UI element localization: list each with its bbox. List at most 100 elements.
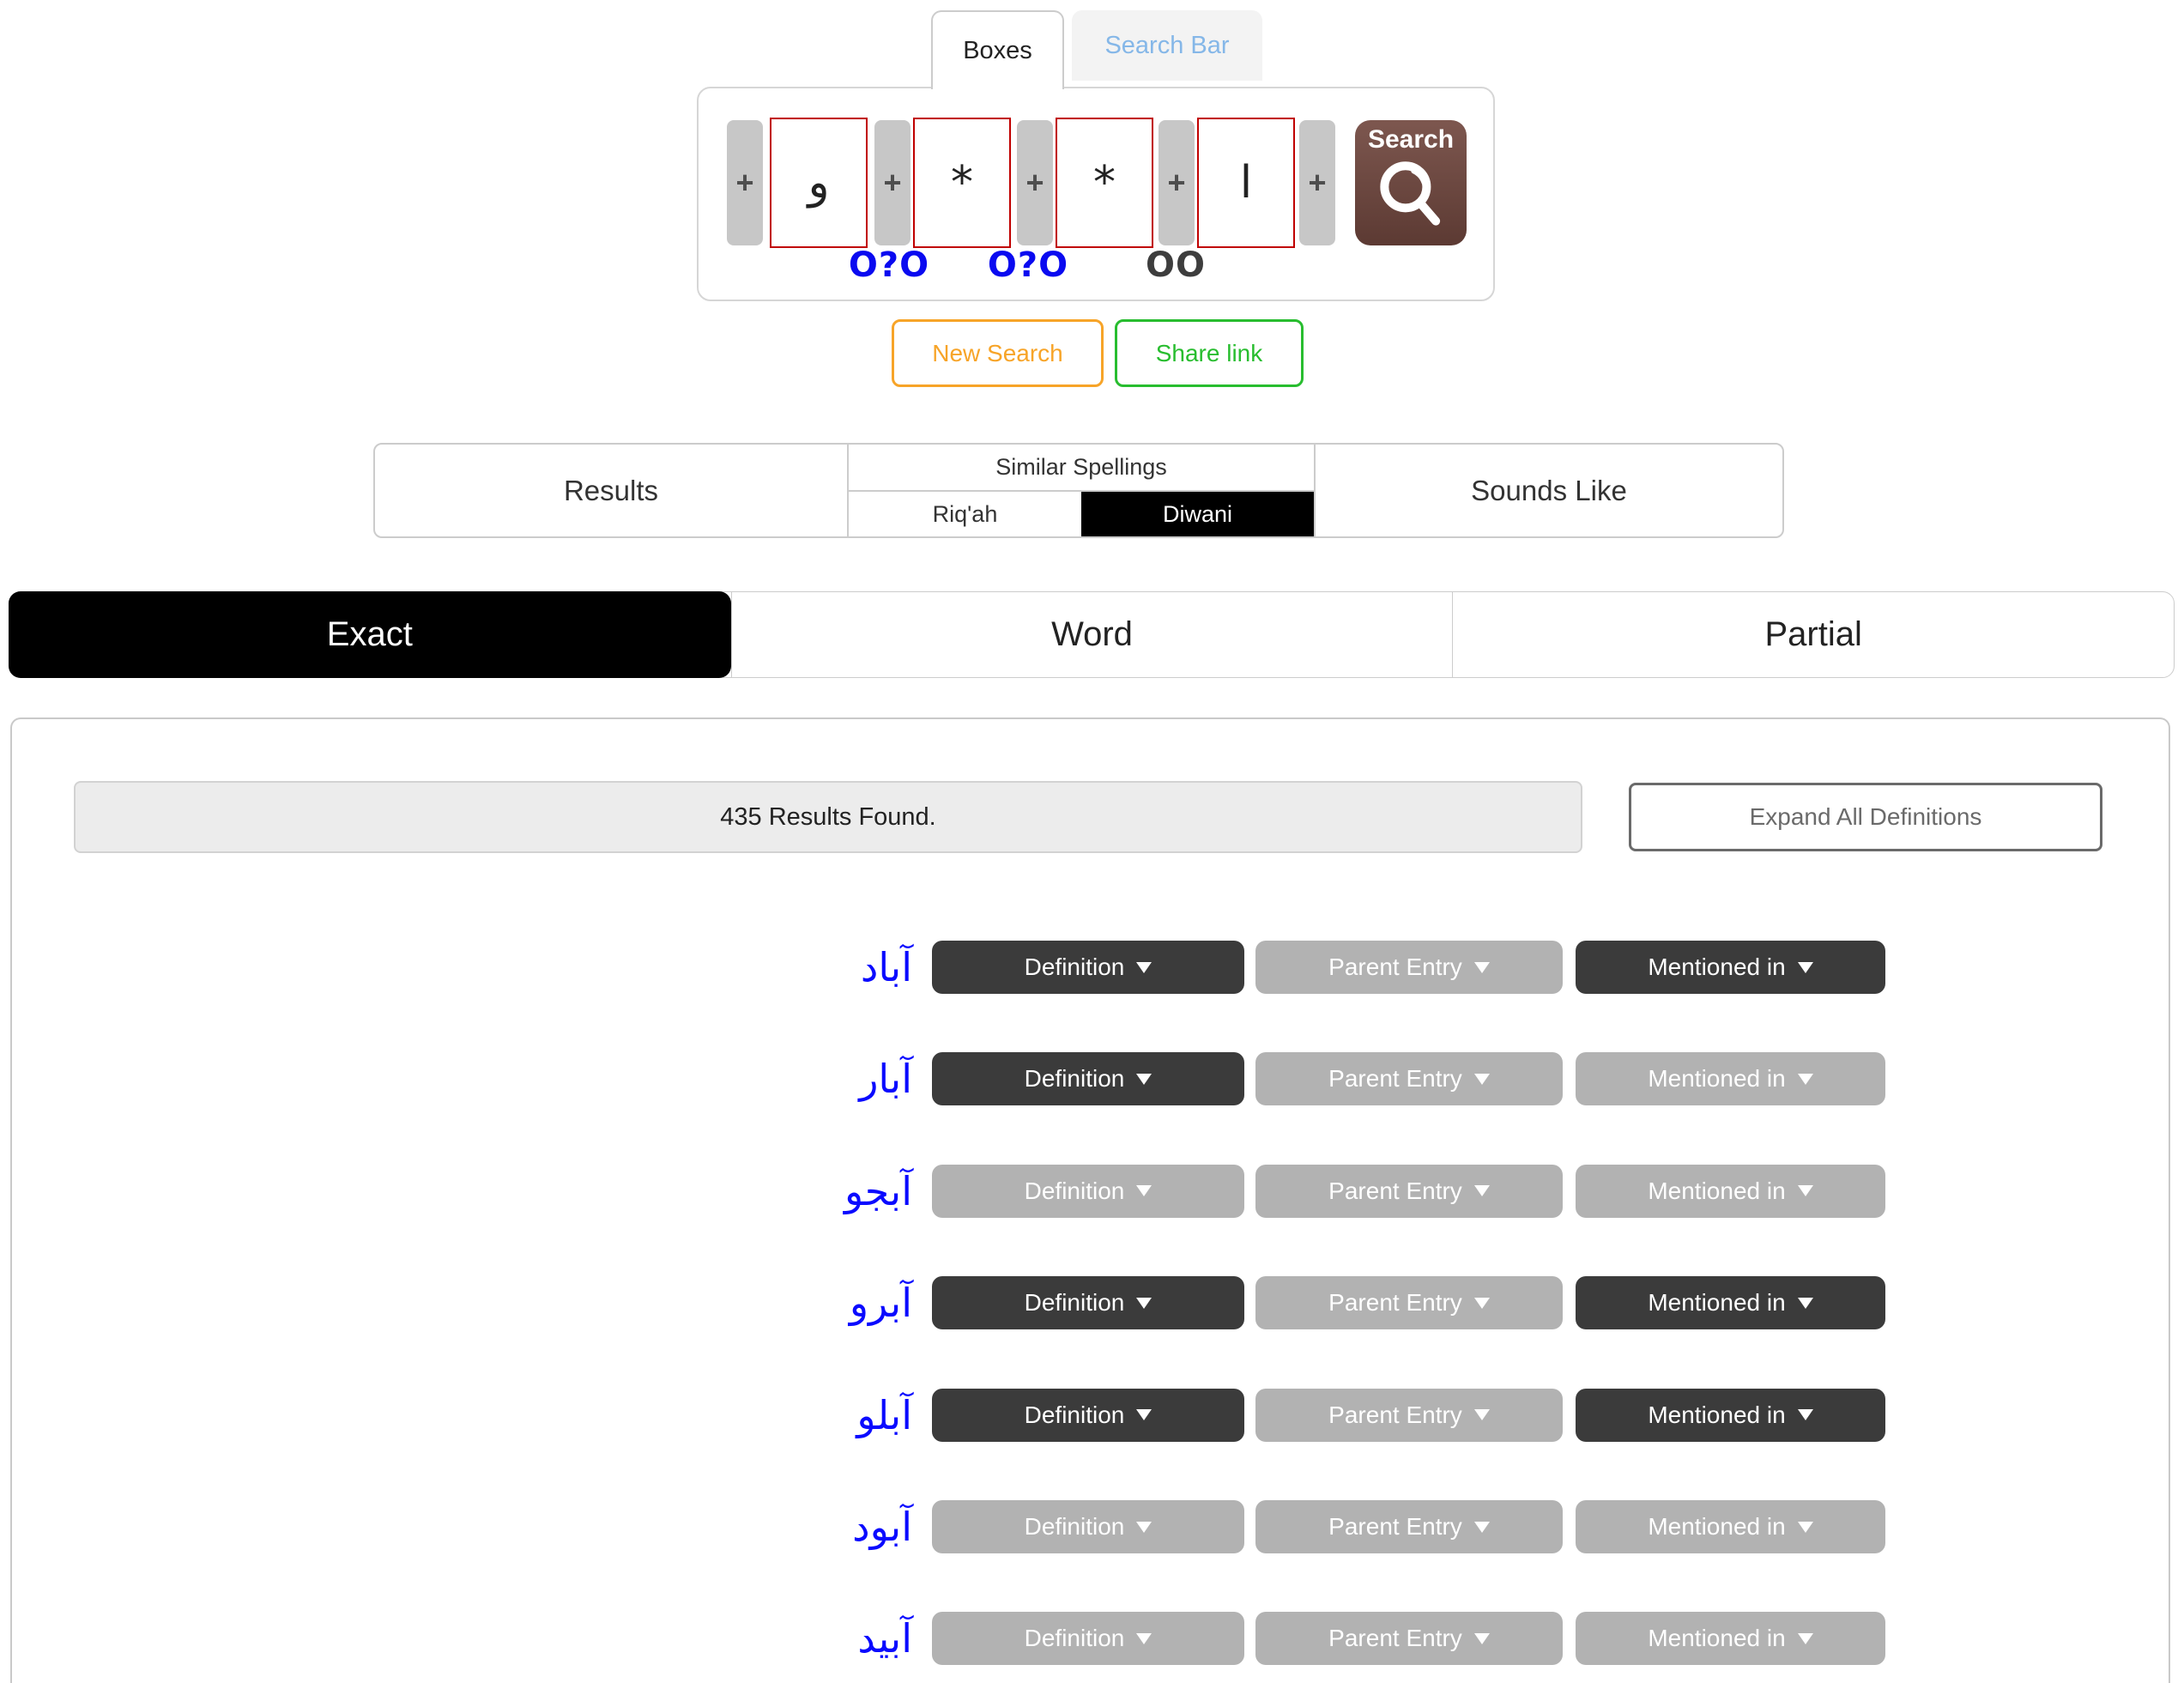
parent-entry-button[interactable]: Parent Entry bbox=[1255, 1612, 1563, 1666]
result-word[interactable]: آبود bbox=[852, 1504, 912, 1550]
caret-down-icon bbox=[1136, 1073, 1152, 1085]
tab-diwani[interactable]: Diwani bbox=[1081, 492, 1314, 536]
new-search-button[interactable]: New Search bbox=[892, 319, 1104, 387]
result-row: آبار Definition Parent Entry Mentioned i… bbox=[12, 1052, 2169, 1106]
result-row: آبيد Definition Parent Entry Mentioned i… bbox=[12, 1612, 2169, 1666]
caret-down-icon bbox=[1797, 1409, 1813, 1421]
result-row: آبرو Definition Parent Entry Mentioned i… bbox=[12, 1276, 2169, 1330]
mentioned-in-button[interactable]: Mentioned in bbox=[1576, 1276, 1885, 1330]
mentioned-in-button-label: Mentioned in bbox=[1648, 1401, 1786, 1428]
parent-entry-button[interactable]: Parent Entry bbox=[1255, 1276, 1563, 1330]
letter-box-input[interactable]: و bbox=[770, 118, 868, 248]
category-bar: Results Similar Spellings Riq'ah Diwani … bbox=[373, 443, 1784, 538]
caret-down-icon bbox=[1136, 1521, 1152, 1533]
caret-down-icon bbox=[1473, 1409, 1490, 1421]
caret-down-icon bbox=[1473, 1297, 1490, 1309]
parent-entry-button[interactable]: Parent Entry bbox=[1255, 1500, 1563, 1553]
tab-exact[interactable]: Exact bbox=[9, 591, 731, 678]
definition-button-label: Definition bbox=[1024, 1065, 1125, 1093]
mentioned-in-button-label: Mentioned in bbox=[1648, 1513, 1786, 1540]
tab-boxes[interactable]: Boxes bbox=[931, 10, 1064, 89]
mentioned-in-button-label: Mentioned in bbox=[1648, 1289, 1786, 1317]
caret-down-icon bbox=[1136, 1632, 1152, 1644]
caret-down-icon bbox=[1473, 1521, 1490, 1533]
tab-results[interactable]: Results bbox=[375, 445, 849, 536]
result-row: آبلو Definition Parent Entry Mentioned i… bbox=[12, 1388, 2169, 1442]
gap-toggle-icon[interactable]: OO bbox=[1145, 245, 1207, 285]
tab-sounds-like[interactable]: Sounds Like bbox=[1471, 474, 1627, 506]
result-word[interactable]: آبرو bbox=[849, 1280, 912, 1327]
gap-toggle-icon[interactable]: O?O bbox=[987, 245, 1069, 285]
mentioned-in-button[interactable]: Mentioned in bbox=[1576, 1164, 1885, 1218]
result-row: آباد Definition Parent Entry Mentioned i… bbox=[12, 941, 2169, 994]
add-letter-box-button[interactable]: + bbox=[1017, 120, 1053, 245]
gap-toggle-icon[interactable]: O?O bbox=[848, 245, 930, 285]
parent-entry-button-label: Parent Entry bbox=[1328, 1401, 1462, 1428]
magnifier-icon bbox=[1371, 155, 1450, 237]
caret-down-icon bbox=[1473, 1073, 1490, 1085]
tab-word[interactable]: Word bbox=[730, 592, 1453, 677]
caret-down-icon bbox=[1136, 1185, 1152, 1197]
mentioned-in-button-label: Mentioned in bbox=[1648, 1625, 1786, 1652]
parent-entry-button-label: Parent Entry bbox=[1328, 1177, 1462, 1204]
result-word[interactable]: آبار bbox=[859, 1056, 912, 1103]
share-link-button[interactable]: Share link bbox=[1115, 319, 1304, 387]
expand-all-definitions-button[interactable]: Expand All Definitions bbox=[1629, 783, 2102, 851]
add-letter-box-button[interactable]: + bbox=[1159, 120, 1195, 245]
similar-spellings-section: Similar Spellings Riq'ah Diwani bbox=[849, 445, 1316, 536]
result-word[interactable]: آباد bbox=[860, 944, 912, 990]
mentioned-in-button[interactable]: Mentioned in bbox=[1576, 1500, 1885, 1553]
add-letter-box-button[interactable]: + bbox=[874, 120, 911, 245]
result-word[interactable]: آبلو bbox=[856, 1391, 912, 1438]
mentioned-in-button-label: Mentioned in bbox=[1648, 953, 1786, 980]
parent-entry-button[interactable]: Parent Entry bbox=[1255, 1052, 1563, 1106]
definition-button[interactable]: Definition bbox=[932, 1500, 1244, 1553]
mentioned-in-button[interactable]: Mentioned in bbox=[1576, 1612, 1885, 1666]
mentioned-in-button[interactable]: Mentioned in bbox=[1576, 941, 1885, 994]
definition-button[interactable]: Definition bbox=[932, 1164, 1244, 1218]
letter-box-input[interactable]: ا bbox=[1197, 118, 1295, 248]
definition-button[interactable]: Definition bbox=[932, 1612, 1244, 1666]
parent-entry-button-label: Parent Entry bbox=[1328, 1065, 1462, 1093]
parent-entry-button-label: Parent Entry bbox=[1328, 1625, 1462, 1652]
caret-down-icon bbox=[1797, 1297, 1813, 1309]
result-word[interactable]: آبجو bbox=[844, 1167, 912, 1214]
tab-partial[interactable]: Partial bbox=[1452, 592, 2174, 677]
definition-button-label: Definition bbox=[1024, 1289, 1125, 1317]
caret-down-icon bbox=[1136, 961, 1152, 973]
definition-button[interactable]: Definition bbox=[932, 941, 1244, 994]
definition-button-label: Definition bbox=[1024, 1177, 1125, 1204]
mentioned-in-button[interactable]: Mentioned in bbox=[1576, 1052, 1885, 1106]
results-count-bar: 435 Results Found. bbox=[74, 781, 1582, 853]
letter-box-input[interactable]: * bbox=[913, 118, 1011, 248]
definition-button-label: Definition bbox=[1024, 1401, 1125, 1428]
parent-entry-button[interactable]: Parent Entry bbox=[1255, 1164, 1563, 1218]
match-type-tabs: Exact Word Partial bbox=[9, 591, 2175, 678]
caret-down-icon bbox=[1473, 1632, 1490, 1644]
caret-down-icon bbox=[1797, 1632, 1813, 1644]
parent-entry-button[interactable]: Parent Entry bbox=[1255, 941, 1563, 994]
definition-button[interactable]: Definition bbox=[932, 1052, 1244, 1106]
caret-down-icon bbox=[1797, 1185, 1813, 1197]
definition-button-label: Definition bbox=[1024, 1625, 1125, 1652]
result-row: آبجو Definition Parent Entry Mentioned i… bbox=[12, 1164, 2169, 1218]
result-row: آبود Definition Parent Entry Mentioned i… bbox=[12, 1500, 2169, 1553]
tab-search-bar[interactable]: Search Bar bbox=[1072, 10, 1262, 81]
add-letter-box-button[interactable]: + bbox=[727, 120, 763, 245]
add-letter-box-button[interactable]: + bbox=[1299, 120, 1335, 245]
mentioned-in-button[interactable]: Mentioned in bbox=[1576, 1388, 1885, 1442]
letter-box-input[interactable]: * bbox=[1056, 118, 1153, 248]
parent-entry-button-label: Parent Entry bbox=[1328, 1289, 1462, 1317]
caret-down-icon bbox=[1797, 961, 1813, 973]
result-rows: آباد Definition Parent Entry Mentioned i… bbox=[12, 719, 2169, 1683]
caret-down-icon bbox=[1473, 1185, 1490, 1197]
definition-button[interactable]: Definition bbox=[932, 1276, 1244, 1330]
search-button[interactable]: Search bbox=[1355, 120, 1467, 245]
parent-entry-button-label: Parent Entry bbox=[1328, 953, 1462, 980]
letter-box-builder-panel: + و + * + * + ا + Search O?O O?O OO bbox=[697, 87, 1495, 301]
parent-entry-button[interactable]: Parent Entry bbox=[1255, 1388, 1563, 1442]
tab-riqah[interactable]: Riq'ah bbox=[932, 500, 998, 527]
result-word[interactable]: آبيد bbox=[857, 1615, 912, 1662]
parent-entry-button-label: Parent Entry bbox=[1328, 1513, 1462, 1540]
definition-button[interactable]: Definition bbox=[932, 1388, 1244, 1442]
